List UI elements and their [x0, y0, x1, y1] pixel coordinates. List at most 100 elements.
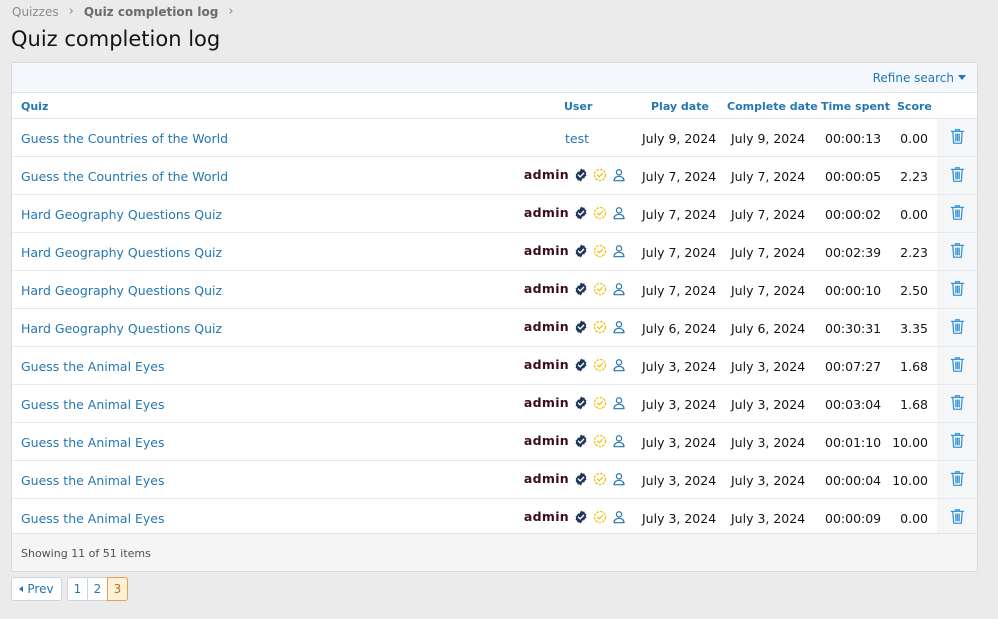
- play-date: July 6, 2024: [642, 321, 717, 336]
- user-cell: admin: [524, 471, 626, 486]
- quiz-title-link[interactable]: Hard Geography Questions Quiz: [21, 321, 223, 336]
- table-row: Guess the Animal Eyes admin July 3, 2024 Ju…: [12, 423, 977, 461]
- username-link[interactable]: admin: [523, 205, 569, 220]
- breadcrumb-current-link[interactable]: Quiz completion log: [83, 4, 219, 19]
- breadcrumb-quizzes-link[interactable]: Quizzes: [12, 4, 59, 19]
- table-row: Hard Geography Questions Quiz admin July 7…: [12, 233, 977, 271]
- verified-badge-icon: [574, 282, 588, 296]
- delete-button[interactable]: [937, 233, 977, 270]
- user-icon[interactable]: [612, 244, 626, 258]
- quiz-title-link[interactable]: Guess the Animal Eyes: [21, 473, 165, 488]
- quiz-title-link[interactable]: Guess the Animal Eyes: [21, 435, 165, 450]
- username-link[interactable]: admin: [523, 167, 569, 182]
- delete-button[interactable]: [937, 309, 977, 346]
- table-footer: Showing 11 of 51 items: [12, 533, 977, 571]
- page-3-button[interactable]: 3: [107, 577, 128, 601]
- delete-button[interactable]: [937, 499, 977, 536]
- score: 1.68: [900, 397, 928, 412]
- verified-badge-icon: [574, 320, 588, 334]
- delete-button[interactable]: [937, 195, 977, 232]
- user-icon[interactable]: [612, 282, 626, 296]
- play-date: July 3, 2024: [642, 435, 717, 450]
- user-cell: admin: [524, 433, 626, 448]
- score: 10.00: [892, 435, 928, 450]
- trash-icon: [950, 318, 965, 338]
- delete-button[interactable]: [937, 385, 977, 422]
- complete-date: July 3, 2024: [731, 397, 806, 412]
- user-icon[interactable]: [612, 396, 626, 410]
- delete-button[interactable]: [937, 119, 977, 156]
- score: 1.68: [900, 359, 928, 374]
- verified-badge-icon: [574, 396, 588, 410]
- header-time-spent[interactable]: Time spent: [821, 100, 890, 113]
- verified-badge-icon: [574, 434, 588, 448]
- play-date: July 3, 2024: [642, 511, 717, 526]
- completion-log-block: Refine search Quiz User Play date Comple…: [11, 62, 978, 572]
- quiz-title-link[interactable]: Hard Geography Questions Quiz: [21, 207, 223, 222]
- table-header: Quiz User Play date Complete date Time s…: [12, 93, 977, 119]
- username-link[interactable]: admin: [523, 243, 569, 258]
- check-circle-icon: [593, 472, 607, 486]
- quiz-title-link[interactable]: Hard Geography Questions Quiz: [21, 245, 223, 260]
- header-user[interactable]: User: [564, 100, 593, 113]
- score: 0.00: [900, 511, 928, 526]
- check-circle-icon: [593, 244, 607, 258]
- page-2-button[interactable]: 2: [87, 577, 108, 601]
- refine-search-button[interactable]: Refine search: [873, 71, 966, 85]
- delete-button[interactable]: [937, 461, 977, 498]
- quiz-title-link[interactable]: Guess the Animal Eyes: [21, 511, 165, 526]
- time-spent: 00:00:09: [825, 511, 882, 526]
- prev-page-label: Prev: [27, 582, 54, 596]
- time-spent: 00:30:31: [825, 321, 882, 336]
- delete-button[interactable]: [937, 271, 977, 308]
- user-icon[interactable]: [612, 510, 626, 524]
- time-spent: 00:01:10: [825, 435, 882, 450]
- time-spent: 00:03:04: [825, 397, 882, 412]
- user-icon[interactable]: [612, 206, 626, 220]
- username-link[interactable]: admin: [523, 395, 569, 410]
- header-quiz[interactable]: Quiz: [21, 100, 49, 113]
- user-icon[interactable]: [612, 168, 626, 182]
- user-icon[interactable]: [612, 320, 626, 334]
- table-row: Guess the Animal Eyes admin July 3, 2024 Ju…: [12, 461, 977, 499]
- score: 10.00: [892, 473, 928, 488]
- filter-bar: Refine search: [12, 63, 977, 93]
- delete-button[interactable]: [937, 347, 977, 384]
- prev-page-button[interactable]: Prev: [11, 577, 62, 601]
- check-circle-icon: [593, 282, 607, 296]
- time-spent: 00:00:10: [825, 283, 882, 298]
- quiz-title-link[interactable]: Guess the Countries of the World: [21, 131, 229, 146]
- quiz-title-link[interactable]: Guess the Countries of the World: [21, 169, 229, 184]
- header-complete-date[interactable]: Complete date: [727, 100, 818, 113]
- user-icon[interactable]: [612, 358, 626, 372]
- delete-button[interactable]: [937, 423, 977, 460]
- username-link[interactable]: admin: [523, 319, 569, 334]
- play-date: July 9, 2024: [642, 131, 717, 146]
- quiz-title-link[interactable]: Guess the Animal Eyes: [21, 397, 165, 412]
- time-spent: 00:02:39: [825, 245, 882, 260]
- username-link[interactable]: admin: [523, 433, 569, 448]
- quiz-title-link[interactable]: Guess the Animal Eyes: [21, 359, 165, 374]
- username-link[interactable]: admin: [523, 357, 569, 372]
- quiz-title-link[interactable]: Hard Geography Questions Quiz: [21, 283, 223, 298]
- user-icon[interactable]: [612, 434, 626, 448]
- header-play-date[interactable]: Play date: [651, 100, 709, 113]
- trash-icon: [950, 356, 965, 376]
- table-row: Hard Geography Questions Quiz admin July 7…: [12, 195, 977, 233]
- header-score[interactable]: Score: [897, 100, 932, 113]
- complete-date: July 6, 2024: [731, 321, 806, 336]
- play-date: July 3, 2024: [642, 397, 717, 412]
- time-spent: 00:00:05: [825, 169, 882, 184]
- trash-icon: [950, 508, 965, 528]
- user-cell: admin: [524, 167, 626, 182]
- username-link[interactable]: test: [565, 131, 590, 146]
- user-icon[interactable]: [612, 472, 626, 486]
- username-link[interactable]: admin: [523, 471, 569, 486]
- username-link[interactable]: admin: [523, 281, 569, 296]
- username-link[interactable]: admin: [523, 509, 569, 524]
- time-spent: 00:07:27: [825, 359, 882, 374]
- delete-button[interactable]: [937, 157, 977, 194]
- verified-badge-icon: [574, 168, 588, 182]
- page-1-button[interactable]: 1: [67, 577, 88, 601]
- score: 2.50: [900, 283, 928, 298]
